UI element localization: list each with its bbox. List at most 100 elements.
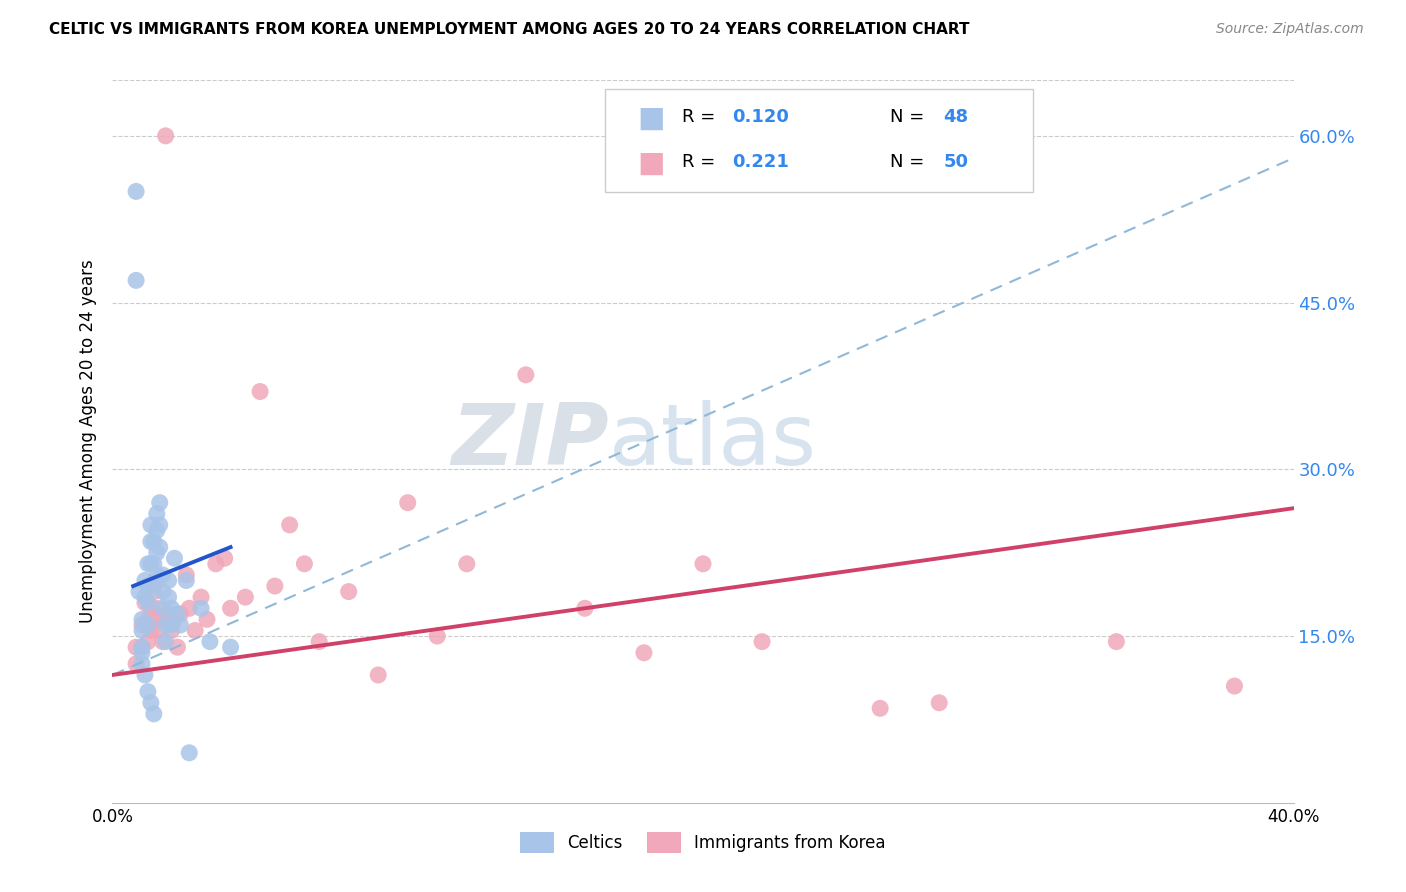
Point	[139, 624, 162, 638]
Point	[125, 273, 148, 287]
Point	[134, 596, 156, 610]
Point	[125, 185, 148, 199]
Point	[515, 368, 537, 382]
Point	[142, 612, 165, 626]
Legend: Celtics, Immigrants from Korea: Celtics, Immigrants from Korea	[513, 826, 893, 860]
Point	[142, 706, 165, 721]
Point	[139, 517, 162, 532]
Point	[163, 612, 186, 626]
Point	[233, 590, 256, 604]
Text: 0.221: 0.221	[733, 153, 789, 170]
Point	[149, 496, 172, 510]
Point	[149, 517, 172, 532]
Point	[155, 634, 177, 648]
Point	[155, 618, 177, 632]
Point	[146, 601, 169, 615]
Point	[160, 618, 183, 632]
Point	[249, 384, 271, 399]
Point	[219, 601, 242, 615]
Point	[131, 618, 153, 632]
Point	[142, 557, 165, 571]
Text: ZIP: ZIP	[451, 400, 609, 483]
Point	[149, 540, 172, 554]
Point	[134, 590, 156, 604]
Text: 0.120: 0.120	[733, 108, 789, 126]
Point	[205, 557, 228, 571]
Point	[146, 546, 169, 560]
Point	[292, 557, 315, 571]
Point	[134, 668, 156, 682]
Point	[337, 584, 360, 599]
Point	[142, 534, 165, 549]
Point	[128, 584, 150, 599]
Point	[160, 624, 183, 638]
Point	[166, 607, 188, 621]
Point	[155, 128, 177, 143]
Point	[131, 624, 153, 638]
Text: 48: 48	[943, 108, 969, 126]
Point	[169, 618, 191, 632]
Point	[195, 612, 218, 626]
Point	[142, 579, 165, 593]
Point	[136, 634, 159, 648]
Point	[134, 574, 156, 588]
Point	[308, 634, 330, 648]
Point	[869, 701, 891, 715]
Point	[179, 601, 201, 615]
Point	[152, 584, 174, 599]
Point	[574, 601, 596, 615]
Point	[184, 624, 207, 638]
Point	[146, 568, 169, 582]
Text: CELTIC VS IMMIGRANTS FROM KOREA UNEMPLOYMENT AMONG AGES 20 TO 24 YEARS CORRELATI: CELTIC VS IMMIGRANTS FROM KOREA UNEMPLOY…	[49, 22, 970, 37]
Point	[456, 557, 478, 571]
Point	[157, 607, 180, 621]
Point	[136, 684, 159, 698]
Text: 50: 50	[943, 153, 969, 170]
Point	[174, 574, 197, 588]
Point	[692, 557, 714, 571]
Point	[426, 629, 449, 643]
Point	[157, 590, 180, 604]
Point	[139, 534, 162, 549]
Point	[136, 557, 159, 571]
Y-axis label: Unemployment Among Ages 20 to 24 years: Unemployment Among Ages 20 to 24 years	[79, 260, 97, 624]
Point	[152, 601, 174, 615]
Point	[146, 507, 169, 521]
Point	[190, 601, 212, 615]
Point	[149, 612, 172, 626]
Point	[136, 618, 159, 632]
Point	[219, 640, 242, 655]
Point	[146, 574, 169, 588]
Text: Source: ZipAtlas.com: Source: ZipAtlas.com	[1216, 22, 1364, 37]
Point	[146, 524, 169, 538]
Point	[278, 517, 301, 532]
Point	[928, 696, 950, 710]
Point	[131, 640, 153, 655]
Point	[136, 612, 159, 626]
Text: R =: R =	[682, 153, 721, 170]
Point	[152, 634, 174, 648]
Text: N =: N =	[890, 108, 929, 126]
Text: ■: ■	[637, 150, 665, 178]
Point	[160, 601, 183, 615]
Point	[174, 568, 197, 582]
Point	[142, 584, 165, 599]
Point	[125, 640, 148, 655]
Point	[163, 551, 186, 566]
Point	[190, 590, 212, 604]
Point	[198, 634, 221, 648]
Point	[139, 696, 162, 710]
Point	[131, 646, 153, 660]
Point	[179, 746, 201, 760]
Point	[146, 624, 169, 638]
Point	[131, 612, 153, 626]
Point	[131, 657, 153, 671]
Text: R =: R =	[682, 108, 721, 126]
Point	[264, 579, 287, 593]
Point	[396, 496, 419, 510]
Point	[367, 668, 389, 682]
Point	[139, 601, 162, 615]
Point	[131, 640, 153, 655]
Point	[633, 646, 655, 660]
Point	[136, 579, 159, 593]
